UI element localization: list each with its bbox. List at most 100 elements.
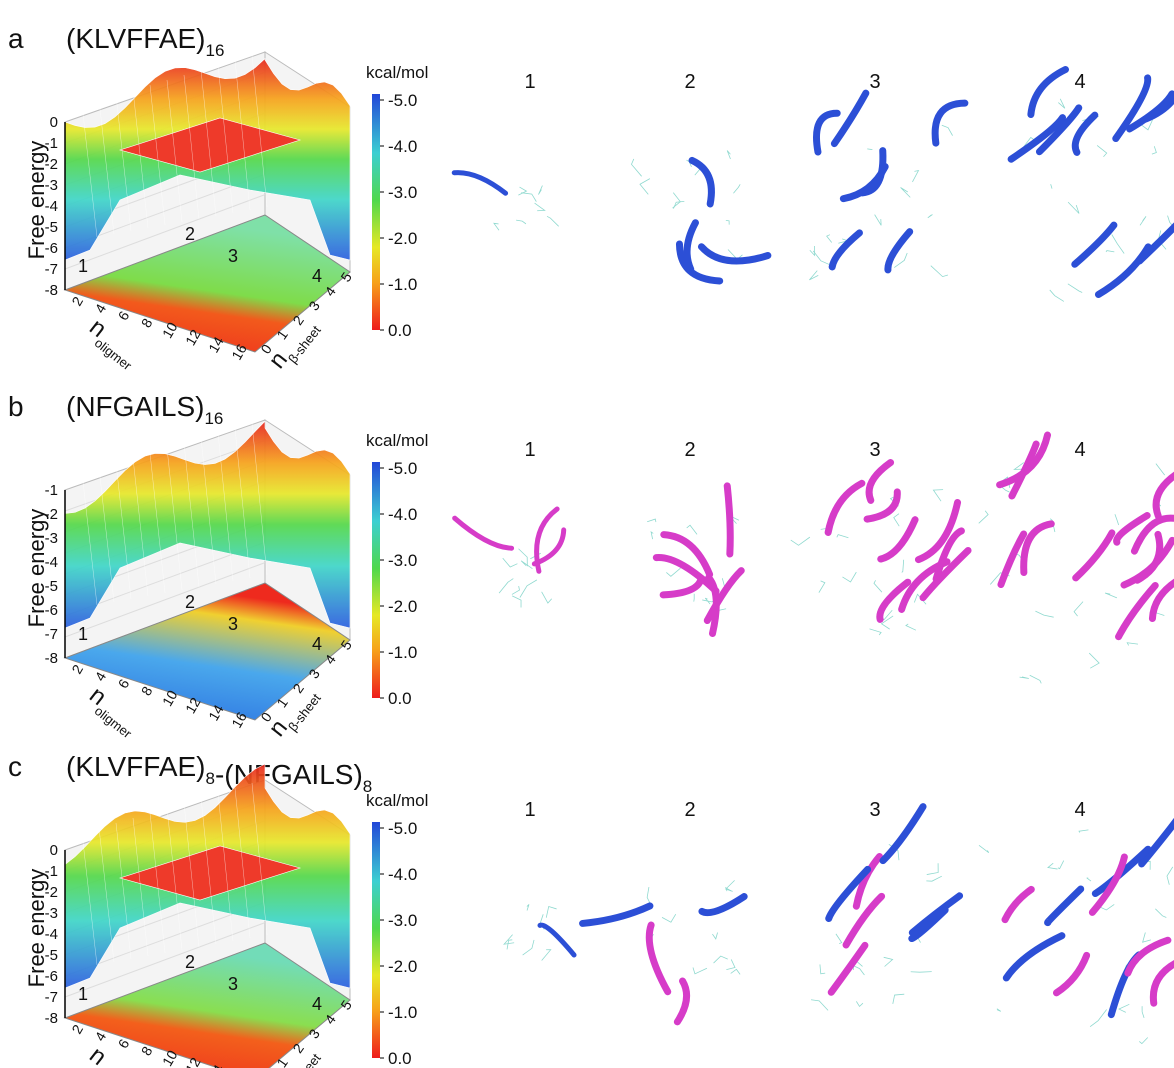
side-chain bbox=[1139, 1037, 1149, 1045]
x-axis-label: noligmer bbox=[81, 681, 145, 741]
colorbar bbox=[372, 94, 380, 330]
peptide-strand bbox=[1007, 114, 1067, 163]
peptide-strand bbox=[703, 567, 745, 625]
side-chain bbox=[730, 968, 741, 975]
structure-label: 1 bbox=[524, 71, 535, 93]
colorbar-tick-label: -1.0 bbox=[388, 643, 417, 662]
mesh-line bbox=[217, 432, 234, 582]
z-tick-label: -6 bbox=[45, 240, 58, 257]
peptide-strand bbox=[1126, 90, 1174, 133]
side-chain bbox=[1078, 829, 1089, 833]
peptide-strand bbox=[824, 479, 866, 536]
colorbar-tick-label: 0.0 bbox=[388, 321, 412, 340]
z-tick-label: -4 bbox=[45, 926, 58, 943]
z-tick-label: -5 bbox=[45, 578, 58, 595]
title-sub: 16 bbox=[204, 409, 223, 428]
panel-title: (KLVFFAE)8-(NFGAILS)8 bbox=[66, 751, 372, 796]
side-chain bbox=[726, 959, 736, 971]
structure-label: 3 bbox=[869, 799, 880, 821]
side-chain bbox=[912, 169, 920, 183]
energy-surface bbox=[64, 420, 351, 629]
side-chain bbox=[926, 863, 939, 875]
side-chain bbox=[901, 559, 905, 573]
structure-label: 3 bbox=[869, 71, 880, 93]
mesh-line bbox=[217, 64, 234, 214]
panel-title: (NFGAILS)16 bbox=[66, 391, 223, 428]
side-chain bbox=[503, 934, 515, 945]
peptide-strand bbox=[1088, 853, 1128, 916]
mesh-line bbox=[98, 827, 115, 963]
side-chain bbox=[930, 265, 949, 278]
peptide-strand bbox=[1113, 512, 1151, 546]
peptide-strand bbox=[688, 156, 715, 208]
side-chain bbox=[1049, 289, 1065, 302]
peptide-strand bbox=[876, 578, 912, 623]
mesh-line bbox=[81, 832, 98, 966]
side-chain bbox=[511, 585, 520, 595]
peptide-strand bbox=[1002, 932, 1066, 982]
peptide-strand bbox=[1072, 529, 1116, 582]
side-chain bbox=[647, 518, 657, 523]
z-tick-label: -8 bbox=[45, 650, 58, 667]
side-chain bbox=[1142, 932, 1151, 943]
mesh-line bbox=[98, 467, 115, 603]
mesh-line bbox=[115, 462, 132, 600]
wall-grid bbox=[64, 562, 266, 638]
side-chain bbox=[1067, 201, 1080, 214]
side-chain bbox=[932, 489, 944, 502]
side-chain bbox=[1151, 146, 1157, 155]
peptide-strand bbox=[1149, 960, 1174, 1007]
colorbar-tick-label: -4.0 bbox=[388, 137, 417, 156]
side-chain bbox=[883, 956, 894, 967]
mesh-line bbox=[166, 807, 183, 951]
z-tick-label: -1 bbox=[45, 135, 58, 152]
side-chain bbox=[867, 148, 873, 150]
side-chain bbox=[546, 215, 559, 227]
peptide-strand bbox=[997, 530, 1028, 589]
peptide-strand bbox=[1120, 536, 1174, 589]
panel-letter: a bbox=[8, 23, 24, 54]
mesh-line bbox=[251, 782, 268, 936]
peptide-strand bbox=[877, 516, 919, 563]
colorbar-tick-label: -5.0 bbox=[388, 91, 417, 110]
wall-grid bbox=[64, 194, 266, 270]
z-tick-label: -7 bbox=[45, 261, 58, 278]
mesh-line bbox=[132, 89, 149, 229]
mesh-line bbox=[81, 472, 98, 606]
side-chain bbox=[538, 185, 543, 195]
peptide-strand bbox=[534, 506, 560, 574]
x-tick-label: 14 bbox=[205, 334, 227, 356]
side-chain bbox=[704, 597, 711, 605]
side-chain bbox=[1096, 145, 1108, 158]
peptide-strand bbox=[1052, 951, 1091, 997]
side-chain bbox=[1047, 862, 1058, 870]
side-chain bbox=[518, 186, 528, 196]
colorbar-unit: kcal/mol bbox=[366, 791, 428, 810]
x-tick-label: 16 bbox=[228, 341, 250, 363]
side-chain bbox=[650, 530, 654, 540]
side-chain bbox=[1089, 1009, 1107, 1027]
structure-label: 3 bbox=[869, 439, 880, 461]
mesh-line bbox=[132, 817, 149, 957]
peptide-strand bbox=[1008, 440, 1040, 500]
side-chain bbox=[545, 905, 557, 918]
panel-letter: b bbox=[8, 391, 24, 422]
title-text: (NFGAILS) bbox=[66, 391, 204, 422]
side-chain bbox=[1141, 1006, 1145, 1018]
peptide-strand bbox=[842, 892, 886, 949]
side-chain bbox=[819, 964, 826, 975]
side-chain bbox=[511, 595, 522, 608]
side-chain bbox=[809, 270, 819, 281]
title-sub: 8 bbox=[363, 777, 372, 796]
side-chain bbox=[686, 524, 698, 535]
side-chain bbox=[927, 214, 933, 219]
mesh-line bbox=[183, 74, 200, 220]
side-chain bbox=[712, 932, 718, 940]
y-label-sub: β-sheet bbox=[285, 322, 324, 366]
side-chain bbox=[534, 202, 546, 212]
side-chain bbox=[526, 904, 530, 911]
mesh-line bbox=[166, 447, 183, 591]
side-chain bbox=[541, 949, 552, 961]
